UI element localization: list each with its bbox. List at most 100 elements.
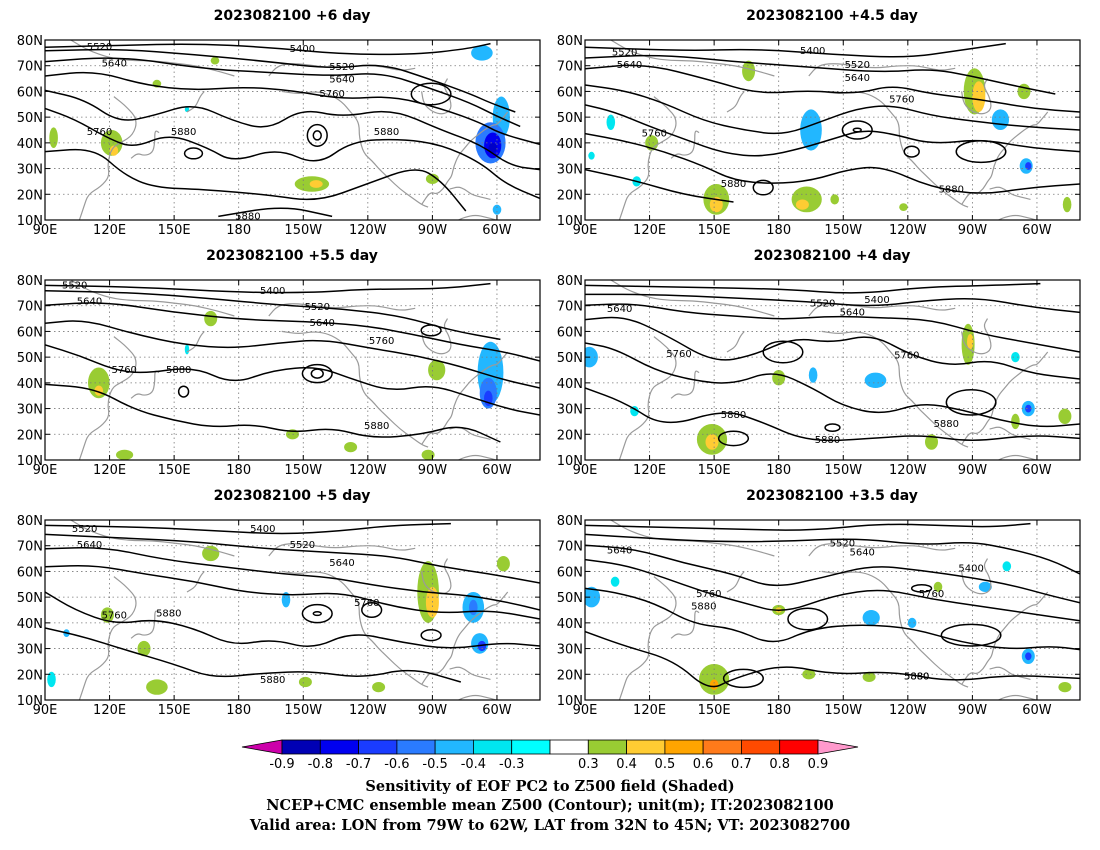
positive-sensitivity-area (49, 127, 58, 148)
contour-label: 5880 (904, 672, 929, 683)
y-tick-label: 30N (17, 163, 43, 178)
x-tick-label: 90E (573, 223, 598, 238)
panel-2: 2023082100 +5.5 day 5400 5520 5520 5640 5640… (17, 248, 541, 478)
z500-contour (45, 383, 501, 443)
positive-sensitivity-area (925, 434, 938, 450)
contour-label: 5880 (374, 127, 399, 138)
positive-sensitivity-area (795, 199, 809, 210)
y-tick-label: 20N (17, 188, 43, 203)
y-tick-label: 40N (557, 617, 583, 632)
coastline (421, 78, 452, 115)
y-tick-label: 50N (557, 351, 583, 366)
colorbar-min-arrow (241, 739, 283, 755)
y-tick-label: 20N (17, 668, 43, 683)
y-tick-label: 10N (17, 454, 43, 469)
z500-closed-contour (306, 123, 328, 147)
z500-closed-contour (762, 340, 804, 364)
coastline (70, 520, 235, 557)
x-tick-label: 120E (633, 463, 666, 478)
z500-contour (585, 544, 1080, 604)
contour-label: 5400 (250, 524, 275, 535)
coastline (821, 570, 969, 688)
x-tick-label: 90W (958, 223, 988, 238)
map-frame (584, 279, 1081, 461)
coastline (421, 111, 509, 205)
coastline (997, 694, 1038, 700)
z500-contour (45, 565, 540, 620)
negative-sensitivity-area (1002, 561, 1012, 572)
panel-title: 2023082100 +5.5 day (206, 248, 378, 264)
contour-label: 5760 (894, 351, 919, 362)
x-tick-label: 120W (889, 223, 927, 238)
panel-title: 2023082100 +4.5 day (746, 8, 918, 24)
z500-contour (45, 344, 540, 416)
x-tick-label: 120E (633, 223, 666, 238)
contour-label: 5640 (102, 58, 127, 69)
colorbar-label: 0.4 (616, 757, 637, 772)
x-tick-label: 150W (824, 223, 862, 238)
z500-contour (585, 132, 1080, 194)
z500-contour (45, 290, 501, 341)
coastline (989, 186, 1031, 200)
y-tick-label: 40N (557, 137, 583, 152)
z500-contour (585, 630, 1080, 688)
y-tick-label: 50N (557, 591, 583, 606)
x-tick-label: 150E (158, 703, 191, 718)
colorbar-box (626, 739, 666, 755)
x-tick-label: 150W (284, 223, 322, 238)
x-tick-label: 150W (824, 463, 862, 478)
positive-sensitivity-area (830, 194, 839, 205)
z500-contour (45, 547, 540, 611)
contour-label: 5640 (849, 547, 874, 558)
y-tick-label: 30N (17, 403, 43, 418)
z500-contour (585, 387, 1080, 442)
positive-sensitivity-area (1058, 408, 1072, 424)
positive-sensitivity-area (109, 145, 119, 156)
coastline (421, 591, 509, 685)
z500-closed-contour (717, 430, 750, 447)
coastline (618, 336, 677, 460)
positive-sensitivity-area (709, 196, 723, 213)
negative-sensitivity-area (477, 640, 487, 652)
coastline (961, 591, 1049, 685)
z500-contour (45, 591, 540, 649)
negative-sensitivity-area (610, 576, 620, 587)
y-tick-label: 50N (17, 351, 43, 366)
z500-closed-contour (945, 389, 997, 416)
z500-contour (45, 71, 540, 146)
contour-label: 5640 (840, 307, 865, 318)
contour-label: 5640 (77, 297, 102, 308)
colorbar-label: -0.4 (461, 757, 486, 772)
caption-line-1: Sensitivity of EOF PC2 to Z500 field (Sh… (365, 778, 734, 795)
contour-label: 5640 (845, 73, 870, 84)
contour-label: 5400 (864, 295, 889, 306)
positive-sensitivity-area (967, 334, 974, 350)
positive-sensitivity-area (298, 676, 312, 688)
z500-closed-contour (361, 602, 383, 618)
colorbar-box (472, 739, 513, 755)
x-tick-label: 150E (158, 223, 191, 238)
z500-closed-contour (852, 127, 862, 133)
coastline (186, 571, 205, 593)
positive-sensitivity-area (372, 682, 386, 693)
colorbar-box (396, 739, 436, 755)
contour-label: 5760 (111, 365, 136, 376)
x-tick-label: 90W (418, 463, 448, 478)
y-tick-label: 10N (557, 214, 583, 229)
positive-sensitivity-area (146, 679, 168, 695)
y-tick-label: 80N (557, 34, 583, 49)
panel-title: 2023082100 +3.5 day (746, 488, 918, 504)
y-tick-label: 40N (17, 377, 43, 392)
negative-sensitivity-area (492, 204, 502, 215)
coastline (670, 370, 700, 399)
coastline (961, 318, 992, 355)
y-tick-label: 80N (557, 274, 583, 289)
y-tick-label: 60N (17, 325, 43, 340)
coastline (808, 303, 956, 317)
z500-closed-contour (787, 607, 829, 631)
x-tick-label: 180 (766, 463, 791, 478)
colorbar-label: 0.9 (808, 757, 829, 772)
map-frame (44, 279, 541, 461)
y-tick-label: 50N (17, 591, 43, 606)
colorbar-box (358, 739, 398, 755)
